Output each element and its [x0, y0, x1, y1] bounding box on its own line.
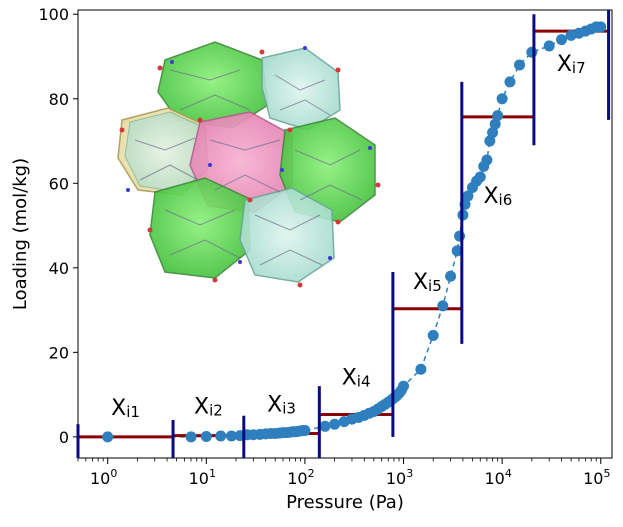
data-point	[200, 430, 212, 442]
x-tick-label: 102	[287, 467, 314, 488]
data-point	[481, 154, 493, 166]
cage-cyan-top	[261, 47, 341, 131]
y-tick-label: 60	[49, 174, 69, 193]
data-point	[102, 431, 114, 443]
interval-label: Xi3	[267, 392, 296, 417]
data-point	[427, 329, 439, 341]
data-point	[514, 59, 526, 71]
data-point	[484, 135, 496, 147]
data-point	[462, 190, 474, 202]
interval-label: Xi4	[342, 365, 371, 390]
y-axis-label: Loading (mol/kg)	[10, 158, 31, 310]
cage-green-bottom-left	[149, 177, 251, 279]
x-tick-label: 100	[90, 467, 117, 488]
data-point	[299, 425, 311, 437]
y-tick-label: 100	[38, 5, 69, 24]
x-tick-label: 104	[484, 467, 511, 488]
data-point	[543, 40, 555, 52]
interval-label: Xi6	[483, 184, 512, 209]
data-point	[496, 93, 508, 105]
interval-label: Xi5	[413, 270, 442, 295]
cage-cyan-bottom	[239, 187, 335, 283]
data-point	[487, 127, 499, 139]
data-point	[329, 418, 341, 430]
y-tick-label: 40	[49, 259, 69, 278]
data-point	[474, 171, 486, 183]
x-tick-label: 103	[386, 467, 413, 488]
data-point	[415, 363, 427, 375]
framework-inset	[117, 41, 381, 288]
data-point	[595, 21, 607, 33]
data-point	[225, 430, 237, 442]
data-point	[492, 110, 504, 122]
x-tick-label: 101	[189, 467, 216, 488]
data-point	[437, 300, 449, 312]
data-point	[489, 118, 501, 130]
y-tick-label: 20	[49, 343, 69, 362]
data-point	[398, 380, 410, 392]
data-point	[215, 430, 227, 442]
data-point	[319, 420, 331, 432]
y-tick-label: 80	[49, 90, 69, 109]
plot-frame	[77, 9, 613, 459]
y-tick-label: 0	[59, 428, 69, 447]
interval-label: Xi2	[194, 395, 223, 420]
data-point	[526, 46, 538, 58]
data-point	[504, 76, 516, 88]
data-point	[445, 270, 457, 282]
data-point	[556, 34, 568, 46]
x-axis-label: Pressure (Pa)	[286, 492, 404, 513]
x-tick-label: 105	[583, 467, 610, 488]
interval-label: Xi1	[111, 396, 140, 421]
interval-label: Xi7	[557, 52, 586, 77]
data-point	[185, 431, 197, 443]
data-point	[451, 245, 463, 257]
data-point	[454, 230, 466, 242]
